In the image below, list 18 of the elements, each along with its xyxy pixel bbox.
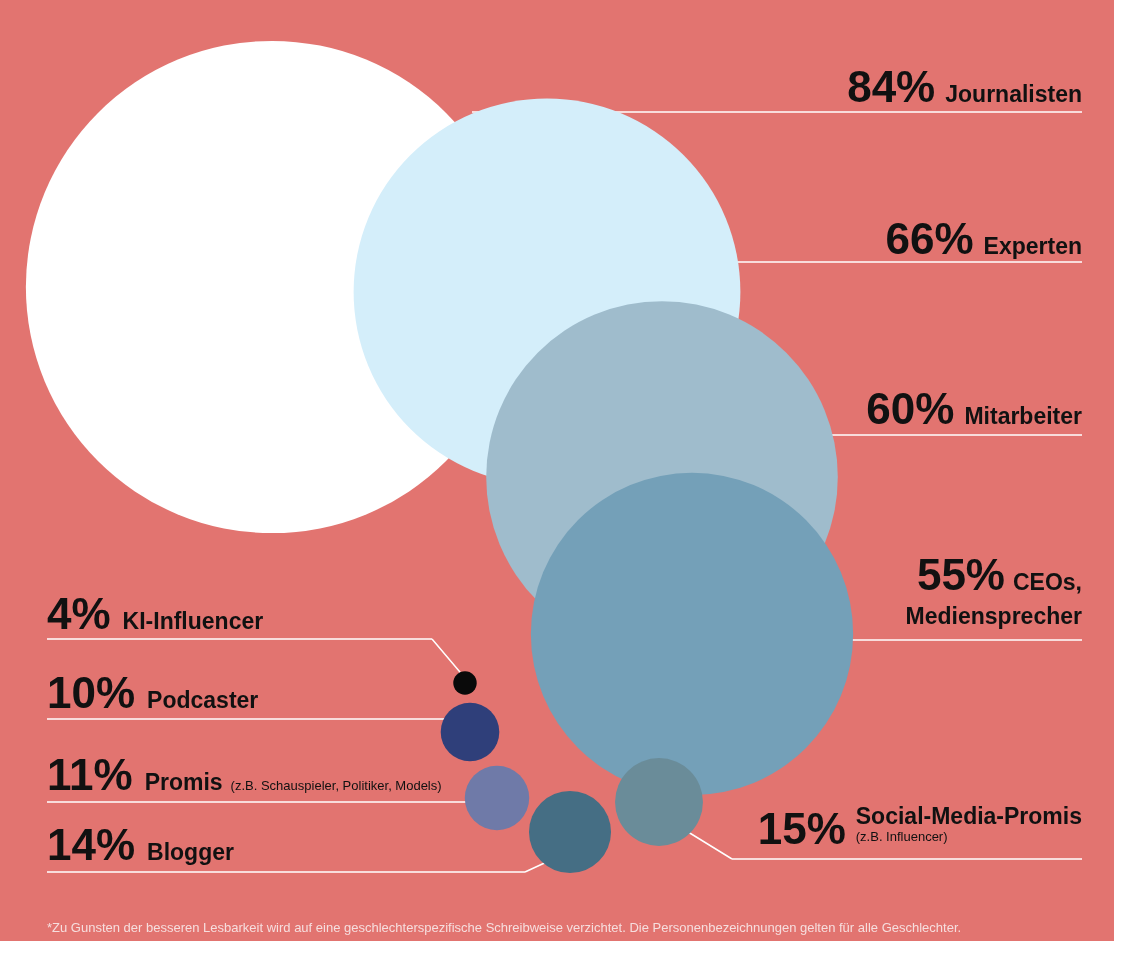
data-label: 66% — [885, 214, 974, 263]
category-label: Promis (z.B. Schauspieler, Politiker, Models) — [144, 769, 442, 795]
data-label: 60% — [866, 384, 955, 433]
data-label: 10% — [47, 668, 136, 717]
data-label: 84% — [847, 62, 936, 111]
category-label: Blogger — [147, 839, 234, 865]
category-label: Social-Media-Promis (z.B. Influencer) — [855, 803, 1083, 844]
category-label: Podcaster — [147, 687, 259, 713]
category-label: Mitarbeiter — [964, 403, 1083, 429]
text: *Zu Gunsten der besseren Lesbarkeit wird auf eine geschlechterspezifische Schreibweise verzichtet. Die Personenbezeichnungen gelten für alle Geschlechter. — [47, 920, 962, 935]
category-label: Journalisten — [945, 81, 1083, 107]
data-label: 14% — [47, 820, 136, 869]
data-label: 4% — [47, 589, 111, 638]
data-label: 11% — [47, 750, 133, 799]
category-label: KI-Influencer — [122, 608, 264, 634]
data-label: 55% — [916, 550, 1005, 599]
data-label: 15% — [757, 804, 846, 853]
category-label: Experten — [983, 233, 1083, 259]
